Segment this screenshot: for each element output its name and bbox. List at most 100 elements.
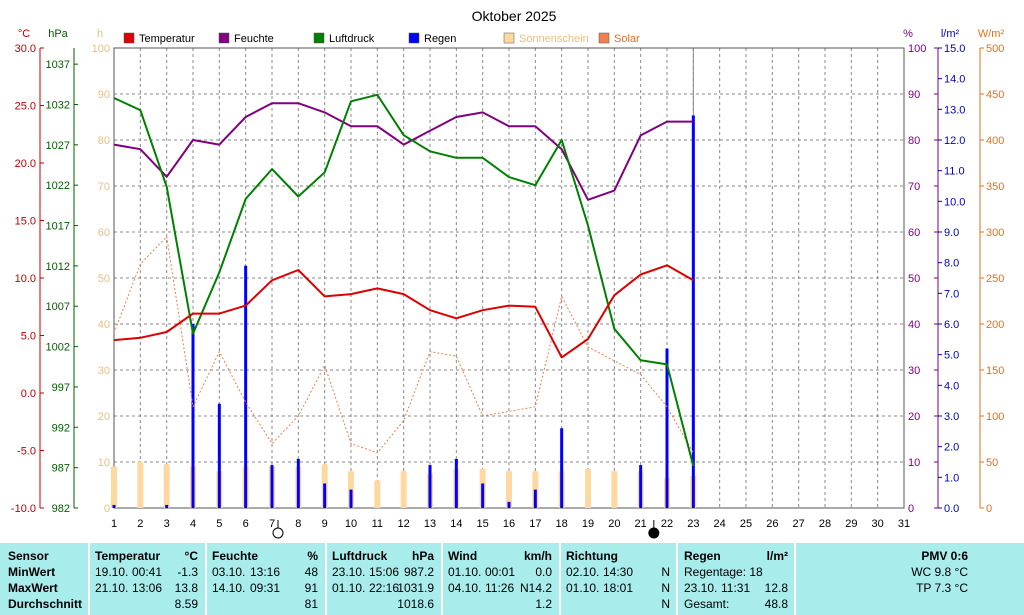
rain-tick-label: 1.0 [944, 472, 959, 484]
humidity-min-time: 13:16 [250, 565, 281, 579]
rain-tick-label: 4.0 [944, 380, 959, 392]
hours-tick-label: 80 [98, 135, 110, 147]
humidity-header: Feuchte [212, 549, 259, 563]
x-tick-label: 17 [529, 518, 541, 530]
sunshine-bar [585, 468, 591, 508]
moon-markers [272, 520, 660, 539]
humidity-unit: % [903, 28, 913, 40]
legend-swatch [313, 32, 325, 44]
humidity-tick-label: 100 [908, 43, 926, 55]
humidity-max-val: 91 [304, 581, 318, 595]
pressure-min-time: 15:06 [369, 565, 400, 579]
sunshine-bar [611, 471, 618, 508]
temp-min-date: 19.10. [95, 565, 129, 579]
solar-tick-label: 500 [986, 43, 1004, 55]
humidity-max-date: 14.10. [212, 581, 246, 595]
wind-unit-cell: km/h [523, 549, 552, 563]
legend-label: Temperatur [139, 33, 195, 45]
rain-tick-label: 14.0 [944, 74, 965, 86]
legend-label: Solar [614, 33, 640, 45]
temp-tick-label: 20.0 [15, 158, 36, 170]
x-tick-label: 31 [898, 518, 910, 530]
rain-bar [296, 458, 300, 508]
legend-swatch [598, 32, 610, 44]
x-tick-label: 18 [556, 518, 568, 530]
rain-bar [244, 265, 248, 508]
hours-tick-label: 20 [98, 411, 110, 423]
sunshine-bar [111, 466, 117, 508]
full-moon-marker [272, 527, 284, 539]
hours-tick-label: 70 [98, 181, 110, 193]
pressure-min-val: 987.2 [403, 565, 434, 579]
pmv-tp: TP 7.3 °C [916, 581, 968, 595]
humidity-min-val: 48 [304, 565, 318, 579]
axis-units: °C hPa h % l/m² W/m² [18, 28, 1005, 40]
rain-tick-label: 7.0 [944, 288, 959, 300]
rain-unit-cell: l/m² [766, 549, 788, 563]
rain-tick-label: 8.0 [944, 258, 959, 270]
direction-min-date: 02.10. [566, 565, 600, 579]
legend: Temperatur Feuchte Luftdruck Regen Sonnensch… [123, 32, 640, 45]
pressure-tick-label: 992 [52, 422, 70, 434]
x-tick-label: 20 [608, 518, 620, 530]
humidity-tick-label: 40 [908, 319, 920, 331]
solar-tick-label: 450 [986, 89, 1004, 101]
grid [114, 48, 904, 508]
wind-max-dir: N [520, 581, 529, 595]
rain-bar [217, 403, 221, 508]
temp-min-time: 00:41 [132, 565, 163, 579]
x-tick-label: 8 [295, 518, 301, 530]
wind-avg: 1.2 [535, 597, 552, 611]
x-tick-label: 28 [819, 518, 831, 530]
x-tick-label: 27 [793, 518, 805, 530]
rain-max-time: 11:31 [721, 581, 751, 595]
x-tick-label: 24 [714, 518, 726, 530]
hours-tick-label: 0 [104, 503, 110, 515]
humidity-tick-label: 0 [908, 503, 914, 515]
x-tick-label: 21 [635, 518, 647, 530]
sunshine-bar [374, 480, 381, 508]
rain-total-label: Gesamt: [684, 597, 730, 611]
temp-avg: 8.59 [174, 597, 198, 611]
humidity-tick-label: 90 [908, 89, 920, 101]
rain-tick-label: 9.0 [944, 227, 959, 239]
x-tick-label: 1 [111, 518, 117, 530]
direction-avg: N [661, 597, 670, 611]
hours-unit: h [97, 28, 103, 40]
humidity-tick-label: 60 [908, 227, 920, 239]
humidity-line [113, 102, 694, 201]
humidity-unit-cell: % [307, 549, 318, 563]
legend-swatch [218, 32, 230, 44]
solar-tick-label: 0 [986, 503, 992, 515]
x-tick-label: 7 [269, 518, 275, 530]
legend-swatch [503, 32, 515, 44]
row-avg-label: Durchschnitt [8, 597, 83, 611]
hours-tick-label: 100 [92, 43, 110, 55]
x-tick-label: 30 [872, 518, 884, 530]
pressure-tick-label: 982 [52, 503, 70, 515]
rain-bar [533, 489, 537, 508]
pressure-unit-cell: hPa [411, 549, 434, 563]
rain-bar [323, 483, 327, 508]
rain-header: Regen [684, 549, 721, 563]
temp-tick-label: 15.0 [15, 216, 36, 228]
solar-tick-label: 200 [986, 319, 1004, 331]
hours-tick-label: 30 [98, 365, 110, 377]
hours-tick-label: 40 [98, 319, 110, 331]
wind-max-date: 04.10. [448, 581, 482, 595]
humidity-tick-label: 80 [908, 135, 920, 147]
rain-tick-label: 0.0 [944, 503, 959, 515]
rain-bar [428, 465, 432, 508]
pmv-wc: WC 9.8 °C [911, 565, 968, 579]
pressure-tick-label: 1007 [46, 301, 70, 313]
pressure-tick-label: 1017 [46, 221, 70, 233]
rain-max-val: 12.8 [764, 581, 788, 595]
humidity-tick-label: 70 [908, 181, 920, 193]
rain-bar [112, 504, 116, 508]
x-tick-label: 9 [322, 518, 328, 530]
temp-unit-cell: °C [184, 549, 198, 563]
wind-min-date: 01.10. [448, 565, 482, 579]
x-tick-label: 6 [243, 518, 249, 530]
x-tick-label: 5 [216, 518, 222, 530]
legend-label: Feuchte [234, 33, 274, 45]
